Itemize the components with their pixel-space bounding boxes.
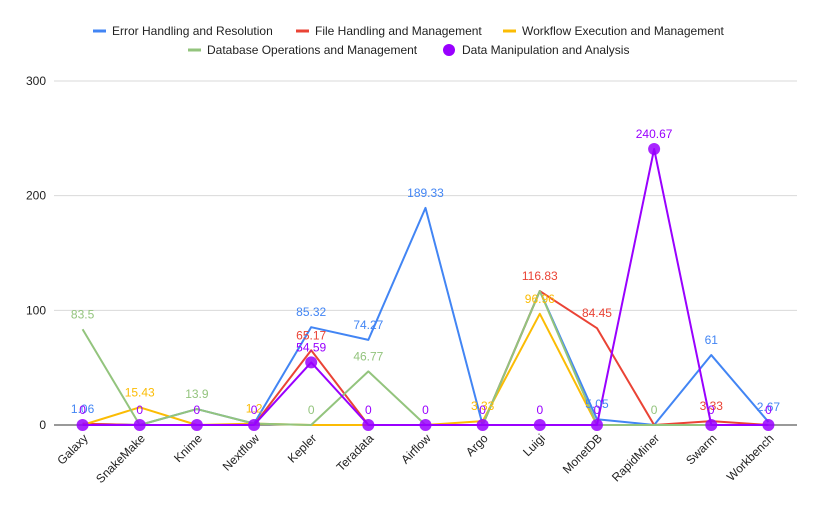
data-label-data-manipulation-and-analysis-airflow: 0 [422,403,429,417]
data-label-data-manipulation-and-analysis-nextflow: 0 [251,403,258,417]
series-lines [76,143,775,431]
legend-label-database-operations-and-management: Database Operations and Management [207,43,418,57]
data-label-data-manipulation-and-analysis-workbench: 0 [765,403,772,417]
x-tick-label-monetdb: MonetDB [560,431,605,476]
data-label-data-manipulation-and-analysis-rapidminer: 240.67 [636,127,673,141]
x-tick-label-kepler: Kepler [285,431,319,465]
x-tick-label-nextflow: Nextflow [220,431,263,474]
data-label-data-manipulation-and-analysis-teradata: 0 [365,403,372,417]
x-tick-label-airflow: Airflow [398,431,434,467]
x-tick-label-galaxy: Galaxy [54,431,90,467]
data-label-data-manipulation-and-analysis-kepler: 54.59 [296,340,326,354]
data-label-error-handling-and-resolution-airflow: 189.33 [407,186,444,200]
data-labels: 1.06 85.32 74.27 189.33 5.05 61 2.67 65.17 116.8… [71,127,781,417]
y-tick-label: 300 [26,74,46,88]
data-point-data-manipulation-and-analysis-airflow [419,419,432,431]
data-label-workflow-execution-and-management-argo: 3.33 [471,399,495,413]
y-tick-label: 0 [39,418,46,432]
x-tick-label-knime: Knime [171,431,205,465]
data-point-data-manipulation-and-analysis-rapidminer [648,143,661,156]
data-label-error-handling-and-resolution-galaxy: 1.06 [71,402,95,416]
data-label-data-manipulation-and-analysis-snakemake: 0 [136,403,143,417]
data-point-data-manipulation-and-analysis-kepler [305,356,318,369]
data-label-error-handling-and-resolution-teradata: 74.27 [353,318,383,332]
y-tick-label: 100 [26,303,46,317]
y-axis: 0 100 200 300 [26,74,46,432]
data-point-data-manipulation-and-analysis-knime [190,419,203,431]
data-label-database-operations-and-management-teradata: 46.77 [353,349,383,363]
x-tick-label-workbench: Workbench [724,431,777,484]
data-label-error-handling-and-resolution-kepler: 85.32 [296,305,326,319]
data-label-data-manipulation-and-analysis-luigi: 0 [536,403,543,417]
data-label-database-operations-and-management-knime: 13.9 [185,387,209,401]
legend-label-data-manipulation-and-analysis: Data Manipulation and Analysis [462,43,629,57]
data-label-error-handling-and-resolution-workbench: 2.67 [757,400,781,414]
data-point-data-manipulation-and-analysis-monetdb [590,419,603,431]
legend: Error Handling and Resolution File Handli… [93,24,725,57]
data-point-data-manipulation-and-analysis-snakemake [133,419,146,431]
data-point-data-manipulation-and-analysis-teradata [362,419,375,431]
data-point-data-manipulation-and-analysis-argo [476,419,489,431]
data-label-file-handling-and-management-luigi: 116.83 [522,269,558,283]
data-point-data-manipulation-and-analysis-galaxy [76,419,89,431]
data-label-database-operations-and-management-kepler: 0 [308,403,315,417]
data-label-data-manipulation-and-analysis-knime: 0 [194,403,201,417]
data-label-file-handling-and-management-kepler: 65.17 [296,328,326,342]
data-label-data-manipulation-and-analysis-monetdb: 0 [594,403,601,417]
x-tick-label-snakemake: SnakeMake [93,431,148,486]
legend-label-file-handling-and-management: File Handling and Management [315,24,482,38]
data-point-data-manipulation-and-analysis-workbench [762,419,775,431]
gridlines [54,80,797,426]
data-label-data-manipulation-and-analysis-galaxy: 0 [79,403,86,417]
data-label-workflow-execution-and-management-luigi: 96.96 [525,292,555,306]
data-label-data-manipulation-and-analysis-swarm: 0 [708,403,715,417]
data-label-data-manipulation-and-analysis-argo: 0 [479,403,486,417]
data-label-database-operations-and-management-galaxy: 83.5 [71,307,95,321]
y-tick-label: 200 [26,189,46,203]
legend-label-workflow-execution-and-management: Workflow Execution and Management [522,24,725,38]
x-tick-label-luigi: Luigi [520,431,548,459]
x-axis: Galaxy SnakeMake Knime Nextflow Kepler Terada… [54,431,776,486]
x-tick-label-rapidminer: RapidMiner [609,431,662,484]
data-label-workflow-execution-and-management-snakemake: 15.43 [125,385,155,399]
legend-marker-data-manipulation-and-analysis [443,44,455,56]
x-tick-label-swarm: Swarm [683,431,719,467]
data-label-database-operations-and-management-rapidminer: 0 [651,403,658,417]
x-tick-label-teradata: Teradata [334,431,377,474]
data-point-data-manipulation-and-analysis-nextflow [248,419,261,431]
data-label-error-handling-and-resolution-monetdb: 5.05 [585,397,609,411]
data-label-file-handling-and-management-monetdb: 84.45 [582,306,612,320]
x-tick-label-argo: Argo [463,431,491,459]
data-label-error-handling-and-resolution-swarm: 61 [705,333,719,347]
data-point-data-manipulation-and-analysis-swarm [705,419,718,431]
data-label-workflow-execution-and-management-nextflow: 1.2 [246,402,263,416]
data-label-file-handling-and-management-swarm: 3.33 [700,399,724,413]
data-point-data-manipulation-and-analysis-luigi [533,419,546,431]
legend-label-error-handling-and-resolution: Error Handling and Resolution [112,24,273,38]
